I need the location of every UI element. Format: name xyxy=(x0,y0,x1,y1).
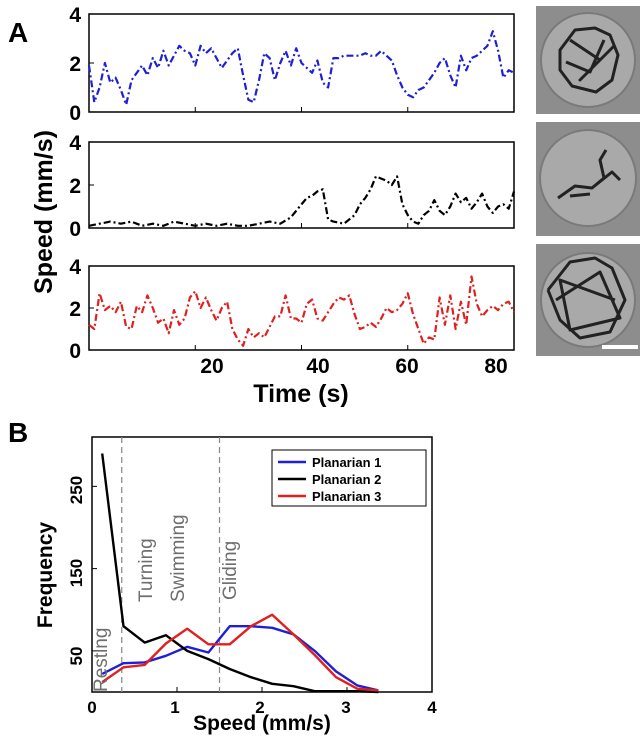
track-image-1 xyxy=(536,6,640,114)
panel-b-ytick: 250 xyxy=(67,476,86,504)
frequency-line-planarian-3 xyxy=(101,613,379,692)
legend-entry: Planarian 2 xyxy=(312,472,381,487)
panel-b-xtick: 4 xyxy=(427,698,437,717)
panel-b-xlabel: Speed (mm/s) xyxy=(193,712,331,735)
panel-b-plot: Planarian 1 Planarian 2 Planarian 3 xyxy=(91,436,433,694)
panel-a-ytick: 0 xyxy=(69,218,81,241)
speed-trace-subplot-1: 0 2 4 xyxy=(69,4,515,125)
track-image-2 xyxy=(536,122,640,236)
panel-b-xtick: 3 xyxy=(341,698,350,717)
panel-a-ytick: 4 xyxy=(69,256,81,279)
region-turning: Turning xyxy=(136,538,157,602)
panel-b-region-labels: Resting Turning Swimming Gliding xyxy=(91,514,241,692)
panel-a-ylabel: Speed (mm/s) xyxy=(30,130,58,294)
panel-a-ytick: 0 xyxy=(69,340,81,363)
panel-a-xtick: 20 xyxy=(200,355,223,378)
panel-a-xlabel: Time (s) xyxy=(253,380,348,408)
frequency-line-planarian-2 xyxy=(101,453,379,694)
legend-entry: Planarian 1 xyxy=(312,455,381,470)
speed-trace-subplot-2: 0 2 4 xyxy=(69,132,516,241)
scale-bar xyxy=(602,345,638,349)
panel-a-xtick: 60 xyxy=(395,355,418,378)
panel-b-ytick: 150 xyxy=(67,559,86,587)
panel-b-xtick: 2 xyxy=(255,698,264,717)
panel-a-ytick: 4 xyxy=(69,4,81,27)
panel-a-ytick: 4 xyxy=(69,132,81,155)
subplot-frame xyxy=(88,141,515,229)
speed-trace-line xyxy=(88,275,515,347)
planarian-track-images xyxy=(536,6,640,356)
panel-a-ytick: 2 xyxy=(69,53,81,76)
legend-entry: Planarian 3 xyxy=(312,489,381,504)
panel-b-xtick: 1 xyxy=(170,698,179,717)
track-image-3 xyxy=(536,244,640,356)
panel-b-ytick-labels: 50 150 250 xyxy=(67,476,86,666)
panel-b-xtick-labels: 0 1 2 3 4 xyxy=(87,698,437,717)
region-gliding: Gliding xyxy=(220,541,241,600)
panel-b-xtick: 0 xyxy=(87,698,96,717)
panel-a-ytick: 2 xyxy=(69,175,81,198)
speed-trace-subplot-3: 0 2 4 xyxy=(69,256,515,363)
panel-a-xtick: 80 xyxy=(484,355,507,378)
region-resting: Resting xyxy=(91,628,112,692)
speed-trace-line xyxy=(88,175,516,227)
speed-trace-line xyxy=(87,30,515,106)
panel-a-xtick: 40 xyxy=(306,355,329,378)
panel-a-ytick: 0 xyxy=(69,102,81,125)
panel-a-ytick: 2 xyxy=(69,298,81,321)
panel-b-letter: B xyxy=(8,417,28,448)
panel-b-ytick: 50 xyxy=(67,647,86,666)
region-swimming: Swimming xyxy=(168,514,189,602)
legend: Planarian 1 Planarian 2 Planarian 3 xyxy=(271,449,427,507)
panel-b-ylabel: Frequency xyxy=(34,522,57,629)
panel-a-subplots: 0 2 4 0 2 4 0 2 4 xyxy=(69,4,516,363)
panel-a-letter: A xyxy=(8,17,28,48)
panel-a-xtick-labels: 20 40 60 80 xyxy=(200,355,507,378)
